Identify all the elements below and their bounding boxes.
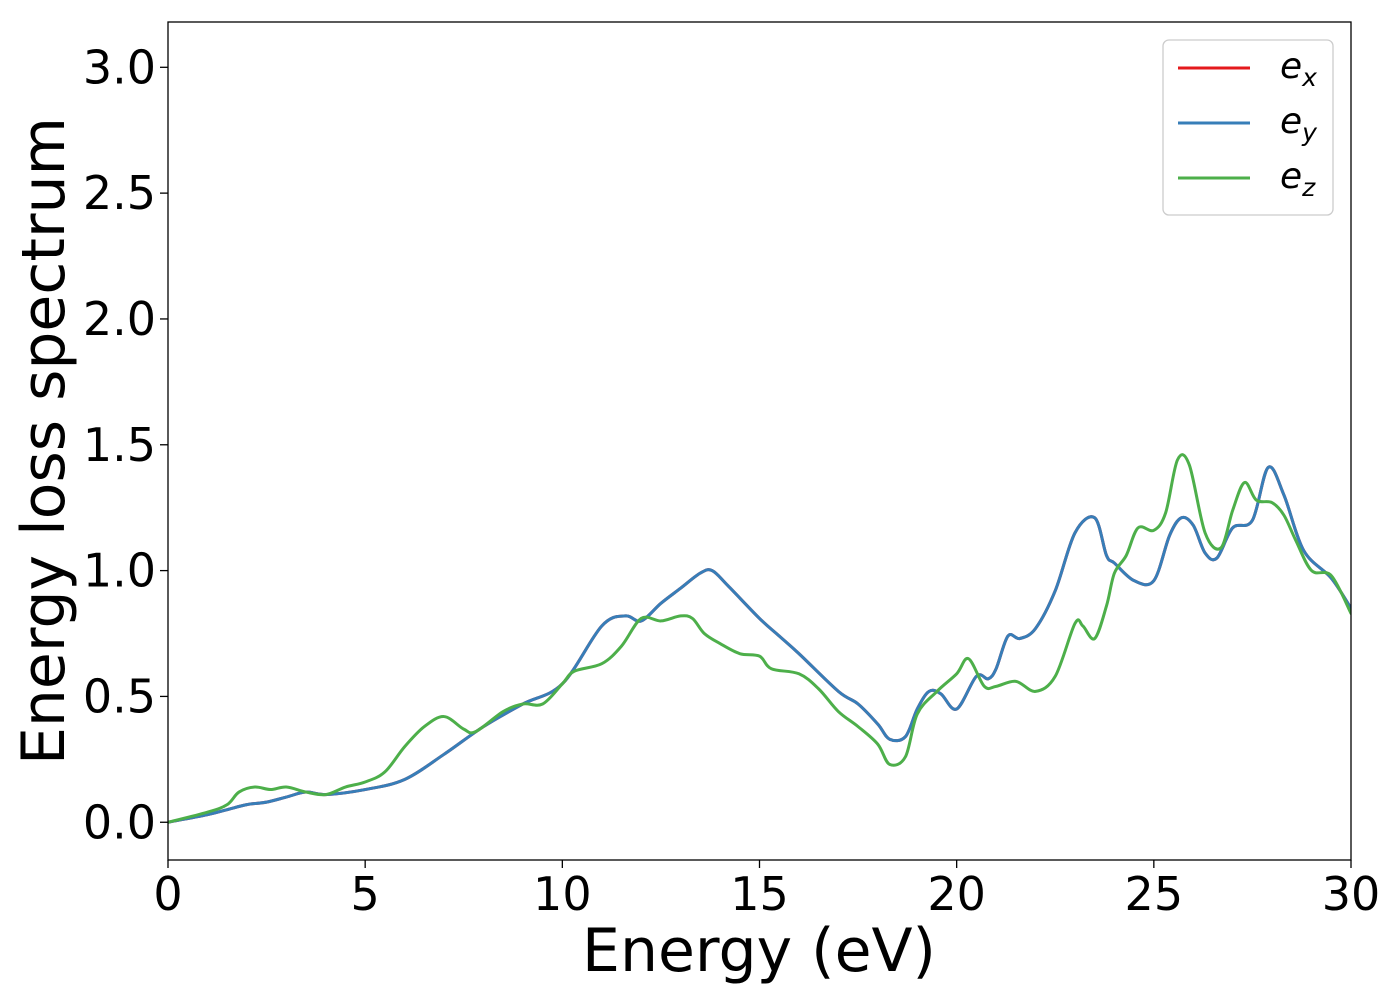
legend-label-e-y: ey — [1280, 101, 1318, 147]
y-tick-label: 0.5 — [83, 669, 156, 723]
x-tick-label: 15 — [730, 867, 789, 921]
legend-label-base: e — [1280, 101, 1302, 142]
legend-box — [1162, 39, 1334, 216]
y-tick-label: 1.5 — [83, 418, 156, 472]
series-lines — [168, 453, 1351, 824]
legend-label-base: e — [1280, 156, 1302, 197]
x-tick-label: 20 — [927, 867, 986, 921]
legend-label-subscript: y — [1301, 118, 1318, 147]
legend-label-subscript: z — [1301, 173, 1316, 202]
axes: 0 5 10 15 20 25 30 0.0 0.5 1.0 1.5 2.0 2.5 3.0 — [83, 21, 1381, 921]
legend-label-subscript: x — [1301, 63, 1317, 92]
x-axis-title: Energy (eV) — [582, 916, 936, 986]
y-axis-title: Energy loss spectrum — [9, 117, 79, 765]
y-tick-label: 3.0 — [83, 40, 156, 94]
y-tick-label: 2.0 — [83, 292, 156, 346]
x-tick-label: 10 — [533, 867, 592, 921]
y-tick-label: 2.5 — [83, 166, 156, 220]
y-tick-label: 0.0 — [83, 795, 156, 849]
legend-label-e-z: ez — [1280, 156, 1316, 202]
series-line-e-z — [168, 453, 1351, 824]
legend-label-base: e — [1280, 46, 1302, 87]
x-tick-label: 30 — [1322, 867, 1381, 921]
legend-label-e-x: ex — [1280, 46, 1317, 92]
series-line-e-y — [168, 465, 1351, 824]
y-tick-label: 1.0 — [83, 544, 156, 598]
x-tick-label: 5 — [351, 867, 380, 921]
x-tick-label: 25 — [1125, 867, 1184, 921]
x-tick-label: 0 — [153, 867, 182, 921]
